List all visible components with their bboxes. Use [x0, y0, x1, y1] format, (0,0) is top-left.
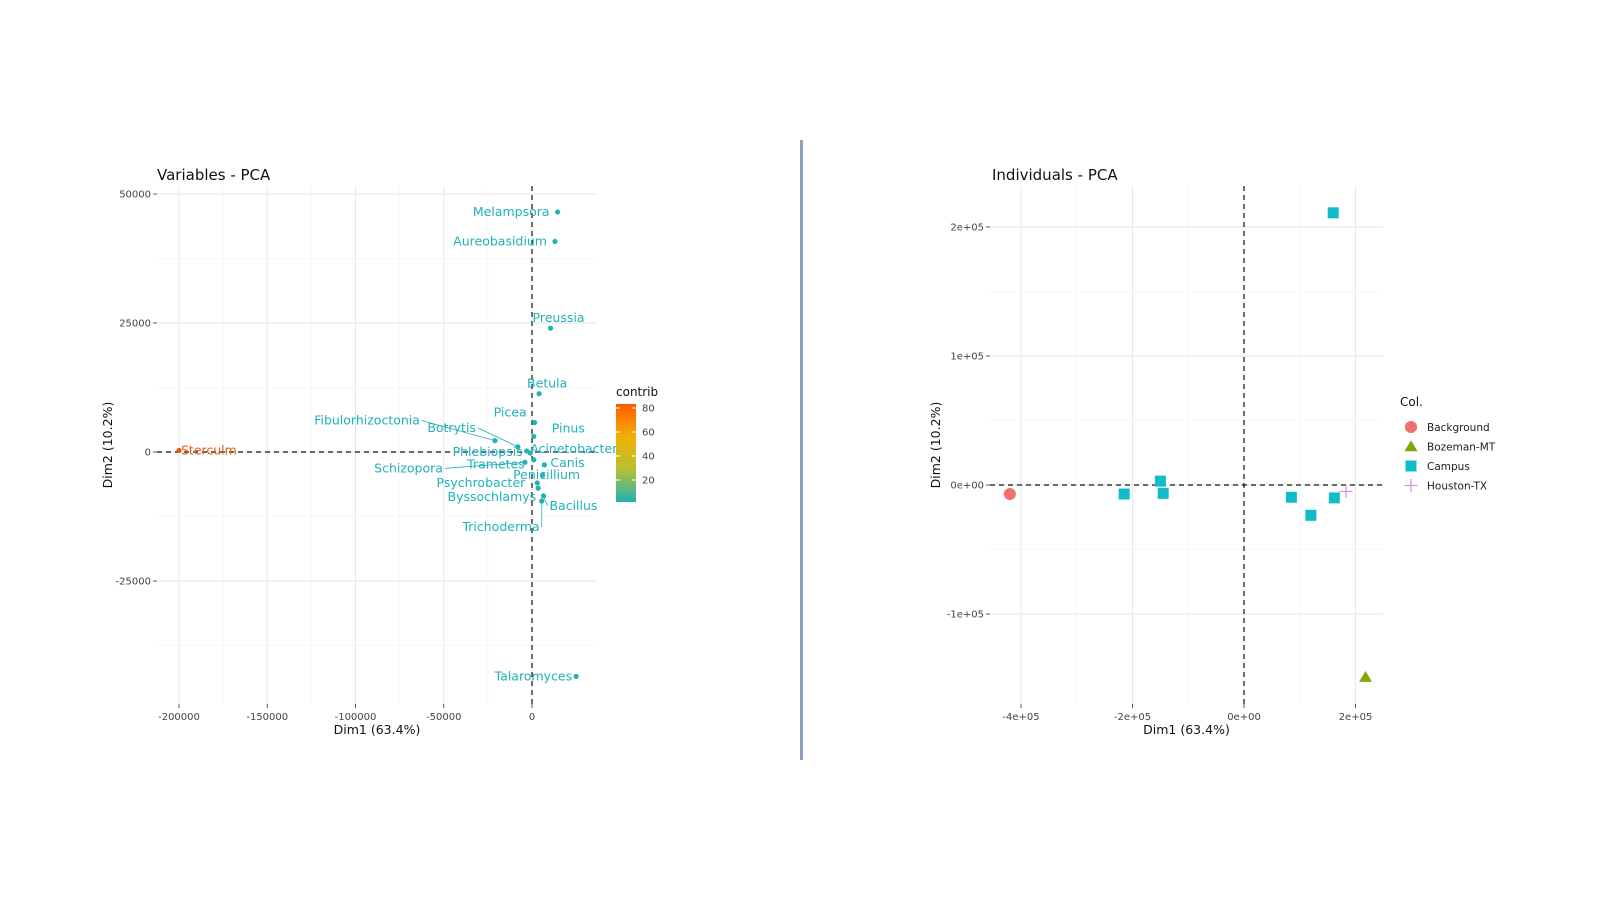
variable-label: Psychrobacter	[437, 475, 527, 490]
variable-point	[554, 209, 561, 215]
y-axis-label: Dim2 (10.2%)	[100, 402, 115, 489]
y-tick-label: 0e+00	[950, 481, 984, 492]
legend-entry-label: Bozeman-MT	[1427, 442, 1496, 454]
variable-point	[541, 462, 547, 468]
panel-divider	[800, 140, 803, 760]
variable-point	[532, 419, 538, 426]
variable-label: Trichoderma	[461, 519, 539, 534]
legend-entry-label: Campus	[1427, 461, 1470, 473]
variable-label: Pinus	[552, 421, 585, 436]
colorbar-tick-label: 40	[642, 452, 655, 463]
y-tick-label: 50000	[119, 190, 151, 201]
individual-point-square	[1118, 488, 1130, 500]
colorbar-tick-label: 20	[642, 476, 655, 487]
legend-key-plus	[1404, 479, 1418, 492]
chart-title: Variables - PCA	[157, 166, 271, 184]
individual-point-square	[1305, 509, 1317, 521]
y-tick-label: 25000	[119, 319, 151, 330]
variable-label: Fibulorhizoctonia	[314, 413, 420, 428]
variable-label: Talaromyces	[494, 668, 573, 683]
individual-point-triangle	[1359, 670, 1373, 682]
variable-label: Betula	[527, 376, 567, 391]
variables-pca-chart: -200000 -150000 -100000 -50000 0 50000 25000 0 -…	[100, 166, 658, 737]
y-tick-label: 2e+05	[950, 223, 984, 234]
individual-point-square	[1154, 475, 1166, 487]
variable-point	[531, 457, 537, 463]
variable-label: Penicillium	[513, 467, 580, 482]
variable-point	[531, 433, 537, 440]
variable-label: Acinetobacter	[530, 441, 618, 456]
variable-label: Melampsora	[473, 204, 550, 219]
variable-label: Phlebiopsis	[453, 444, 523, 459]
variable-label: Preussia	[533, 310, 585, 325]
legend-entry-label: Background	[1427, 422, 1490, 434]
individual-point-square	[1285, 491, 1297, 503]
variable-point	[539, 472, 546, 478]
variable-point	[522, 459, 528, 465]
legend-key-triangle	[1404, 440, 1418, 452]
y-tick-label: -25000	[116, 577, 151, 588]
label-leader-line	[421, 420, 496, 442]
individual-point-square	[1327, 207, 1339, 219]
x-tick-label: 0	[529, 712, 535, 723]
x-tick-label: 2e+05	[1339, 712, 1373, 723]
variable-label: Schizopora	[374, 460, 443, 475]
legend-key-circle	[1404, 420, 1418, 434]
legend-title: contrib	[616, 385, 658, 399]
variable-point	[492, 438, 498, 444]
variable-label: Aureobasidium	[453, 233, 547, 248]
variable-point	[552, 238, 558, 245]
variable-point	[527, 450, 533, 456]
x-tick-label: -100000	[335, 712, 377, 723]
variable-label: Trametes	[466, 457, 525, 472]
label-leader-line	[477, 427, 519, 448]
variable-point	[536, 391, 542, 397]
y-tick-label: 0	[145, 448, 151, 459]
variable-point	[176, 447, 182, 454]
variable-label: Botrytis	[427, 420, 476, 435]
colorbar-tick-label: 60	[642, 428, 655, 439]
variable-label: Byssochlamys	[448, 489, 537, 504]
x-tick-label: -200000	[158, 712, 200, 723]
x-tick-label: -150000	[246, 712, 288, 723]
variable-point	[539, 498, 545, 504]
x-axis-label: Dim1 (63.4%)	[1143, 722, 1230, 737]
y-tick-label: -1e+05	[947, 610, 984, 621]
variable-label: Sterculm	[181, 442, 237, 457]
x-tick-label: -4e+05	[1002, 712, 1039, 723]
legend-title: Col.	[1400, 395, 1423, 409]
individual-point-square	[1328, 492, 1340, 504]
individual-point-plus	[1339, 484, 1353, 498]
x-tick-label: 0e+00	[1227, 712, 1261, 723]
individuals-pca-chart: -4e+05 -2e+05 0e+00 2e+05 2e+05 1e+05 0e+00 -1e…	[928, 166, 1496, 737]
variable-point	[540, 493, 547, 499]
variable-label: Canis	[550, 455, 584, 470]
variable-point	[547, 325, 554, 331]
individual-point-circle	[1003, 487, 1016, 501]
variable-point	[535, 485, 541, 491]
x-tick-label: -2e+05	[1114, 712, 1151, 723]
chart-title: Individuals - PCA	[992, 166, 1118, 184]
y-tick-label: 1e+05	[950, 352, 984, 363]
variable-point	[573, 673, 579, 680]
legend-key-square	[1405, 460, 1417, 472]
x-tick-label: -50000	[426, 712, 461, 723]
variable-point	[534, 480, 540, 486]
variable-label: Bacillus	[549, 498, 597, 513]
y-axis-label: Dim2 (10.2%)	[928, 402, 943, 489]
colorbar-tick-label: 80	[642, 404, 655, 415]
variable-label: Picea	[494, 405, 527, 420]
legend-entry-label: Houston-TX	[1427, 481, 1487, 493]
contrib-colorbar	[616, 404, 636, 502]
variable-point	[515, 444, 521, 450]
individual-point-square	[1157, 487, 1169, 499]
x-axis-label: Dim1 (63.4%)	[334, 722, 421, 737]
label-leader-line	[444, 461, 525, 469]
